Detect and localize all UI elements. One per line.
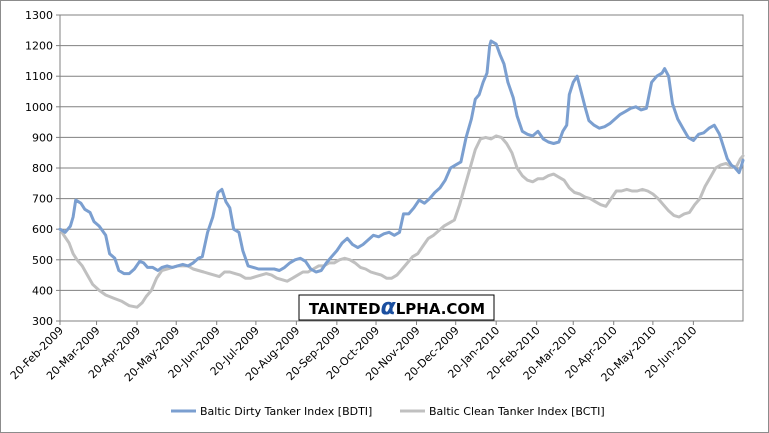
- y-tick-label: 800: [32, 162, 53, 175]
- legend-label-bcti: Baltic Clean Tanker Index [BCTI]: [429, 405, 605, 418]
- y-tick-label: 500: [32, 254, 53, 267]
- legend: Baltic Dirty Tanker Index [BDTI] Baltic …: [171, 405, 605, 418]
- legend-label-bdti: Baltic Dirty Tanker Index [BDTI]: [200, 405, 372, 418]
- y-tick-label: 600: [32, 223, 53, 236]
- series-line-bdti: [58, 39, 745, 276]
- grid: [60, 45, 743, 291]
- y-axis-ticks: 300 400 500 600 700 800 900 1000 1100 1200 1300: [25, 9, 60, 328]
- series-lines: [58, 39, 745, 309]
- watermark-part1: TAINTED: [309, 300, 381, 318]
- y-tick-label: 1000: [25, 101, 53, 114]
- y-tick-label: 700: [32, 193, 53, 206]
- y-tick-label: 1200: [25, 40, 53, 53]
- y-tick-label: 300: [32, 315, 53, 328]
- x-axis-ticks: 20-Feb-200920-Mar-200920-Apr-200920-May-…: [8, 321, 699, 384]
- y-tick-label: 1100: [25, 70, 53, 83]
- y-tick-label: 1300: [25, 9, 53, 22]
- y-tick-label: 400: [32, 284, 53, 297]
- watermark-logo: TAINTEDαLPHA.COM: [298, 294, 495, 321]
- svg-text:TAINTEDαLPHA.COM: TAINTEDαLPHA.COM: [309, 295, 485, 320]
- watermark-part2: LPHA.COM: [396, 300, 485, 318]
- watermark-alpha: α: [381, 295, 397, 320]
- y-tick-label: 900: [32, 131, 53, 144]
